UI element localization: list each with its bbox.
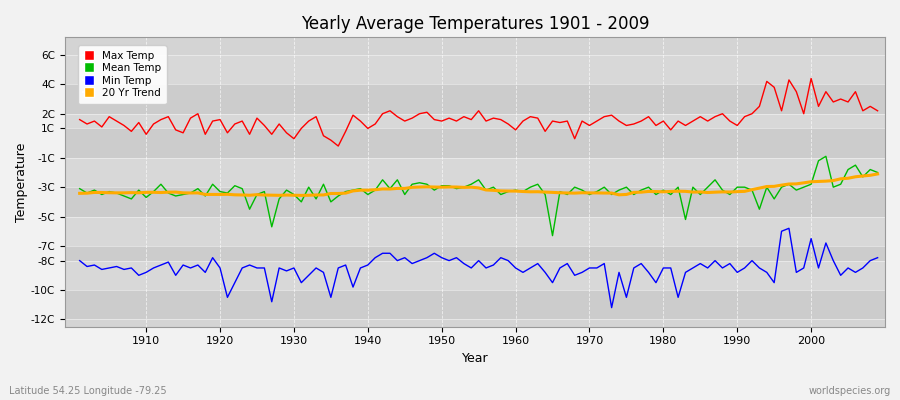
20 Yr Trend <box>607 191 617 196</box>
Line: Mean Temp: Mean Temp <box>80 156 878 236</box>
Bar <box>65 84 885 114</box>
20 Yr Trend <box>303 193 314 198</box>
Bar <box>65 128 885 158</box>
Mean Temp <box>296 200 307 204</box>
Min Temp <box>607 305 617 310</box>
Text: worldspecies.org: worldspecies.org <box>809 386 891 396</box>
Mean Temp <box>75 186 86 191</box>
20 Yr Trend <box>510 189 521 194</box>
Min Temp <box>872 255 883 260</box>
Max Temp <box>133 120 144 125</box>
Max Temp <box>806 76 816 81</box>
20 Yr Trend <box>872 172 883 176</box>
Bar <box>65 55 885 84</box>
Max Temp <box>518 119 528 124</box>
Bar <box>65 246 885 261</box>
Min Temp <box>296 280 307 285</box>
Bar <box>65 261 885 290</box>
Mean Temp <box>547 233 558 238</box>
Mean Temp <box>510 188 521 192</box>
Mean Temp <box>503 189 514 194</box>
20 Yr Trend <box>75 191 86 196</box>
Bar <box>65 158 885 187</box>
Max Temp <box>75 117 86 122</box>
Line: Max Temp: Max Temp <box>80 78 878 146</box>
20 Yr Trend <box>296 193 307 198</box>
Y-axis label: Temperature: Temperature <box>15 142 28 222</box>
Bar <box>65 114 885 128</box>
Line: Min Temp: Min Temp <box>80 228 878 308</box>
Max Temp <box>333 144 344 148</box>
Max Temp <box>510 128 521 132</box>
Bar <box>65 290 885 319</box>
Mean Temp <box>607 192 617 197</box>
Bar <box>65 216 885 246</box>
20 Yr Trend <box>518 189 528 194</box>
Min Temp <box>510 266 521 270</box>
Min Temp <box>503 258 514 263</box>
Mean Temp <box>821 154 832 159</box>
Max Temp <box>872 108 883 113</box>
Min Temp <box>133 273 144 278</box>
Max Temp <box>296 126 307 131</box>
20 Yr Trend <box>347 188 358 193</box>
Min Temp <box>598 261 609 266</box>
Min Temp <box>340 263 351 268</box>
Legend: Max Temp, Mean Temp, Min Temp, 20 Yr Trend: Max Temp, Mean Temp, Min Temp, 20 Yr Tre… <box>78 46 166 104</box>
Max Temp <box>607 113 617 118</box>
Text: Latitude 54.25 Longitude -79.25: Latitude 54.25 Longitude -79.25 <box>9 386 166 396</box>
Bar <box>65 187 885 216</box>
Mean Temp <box>340 189 351 194</box>
Max Temp <box>347 113 358 118</box>
20 Yr Trend <box>133 190 144 195</box>
Line: 20 Yr Trend: 20 Yr Trend <box>80 174 878 195</box>
Min Temp <box>75 258 86 263</box>
X-axis label: Year: Year <box>462 352 488 365</box>
Title: Yearly Average Temperatures 1901 - 2009: Yearly Average Temperatures 1901 - 2009 <box>301 15 649 33</box>
Mean Temp <box>872 170 883 175</box>
Mean Temp <box>133 188 144 192</box>
Min Temp <box>784 226 795 231</box>
